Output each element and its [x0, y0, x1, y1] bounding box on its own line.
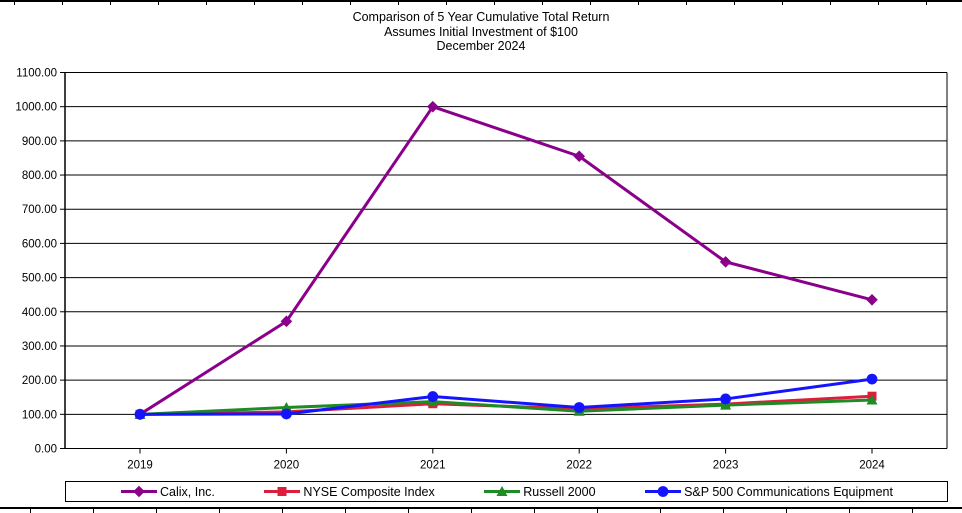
legend-marker-square [277, 487, 287, 496]
data-point-calix-inc [280, 315, 293, 328]
y-axis-label: 700.00 [22, 204, 57, 216]
data-point-s-p-500-communications-equipment [281, 408, 292, 420]
y-axis-label: 300.00 [22, 341, 57, 353]
data-point-russell-2000 [866, 394, 878, 405]
data-point-s-p-500-communications-equipment [573, 402, 585, 413]
legend-item-nyse-composite-index: NYSE Composite Index [263, 484, 435, 499]
y-axis-label: 1100.00 [16, 68, 57, 80]
x-axis-label: 2022 [566, 460, 592, 472]
data-point-s-p-500-communications-equipment [720, 393, 731, 405]
data-point-calix-inc [427, 100, 439, 113]
y-axis-label: 800.00 [22, 170, 57, 182]
y-axis-label: 100.00 [22, 409, 57, 421]
series-line-russell-2000 [139, 398, 873, 416]
data-point-calix-inc [719, 256, 732, 268]
y-axis-label: 1000.00 [15, 102, 57, 114]
y-axis-label: 900.00 [22, 136, 57, 148]
top-divider [0, 0, 962, 5]
circle-marker-icon [645, 486, 682, 497]
legend-item-calix-inc: Calix, Inc. [120, 485, 215, 499]
triangle-marker-icon [484, 486, 521, 496]
series-line-calix-inc [139, 105, 873, 416]
data-point-s-p-500-communications-equipment [427, 391, 439, 402]
y-axis-label: 0.00 [35, 444, 57, 456]
bottom-divider [0, 507, 962, 513]
series-line-s-p-500-communications-equipment [139, 377, 873, 416]
y-axis-label: 200.00 [22, 375, 57, 387]
data-point-s-p-500-communications-equipment [134, 408, 146, 420]
legend-label: Russell 2000 [523, 484, 596, 499]
legend-marker-triangle [496, 486, 508, 496]
legend-label: NYSE Composite Index [303, 484, 435, 499]
data-point-calix-inc [866, 294, 878, 306]
data-point-calix-inc [573, 150, 585, 163]
diamond-marker-icon [121, 485, 157, 498]
chart-title: Comparison of 5 Year Cumulative Total Re… [352, 10, 610, 24]
data-point-s-p-500-communications-equipment [866, 373, 878, 385]
chart-date-label: December 2024 [436, 39, 526, 53]
x-axis-label: 2021 [420, 460, 446, 472]
y-axis-label: 600.00 [22, 238, 57, 250]
chart-title-block: Comparison of 5 Year Cumulative Total Re… [0, 10, 962, 54]
legend-marker-circle [657, 486, 669, 497]
legend-item-s-p-500-communications-equipment: S&P 500 Communications Equipment [644, 485, 893, 499]
legend-item-russell-2000: Russell 2000 [483, 484, 596, 499]
x-axis-label: 2020 [274, 460, 300, 472]
legend-label: Calix, Inc. [160, 484, 215, 499]
chart-legend: Calix, Inc. NYSE Composite Index Russell 2… [65, 481, 948, 502]
data-point-russell-2000 [720, 399, 732, 410]
x-axis-label: 2024 [859, 460, 885, 472]
legend-marker-diamond [133, 485, 145, 498]
x-axis-label: 2023 [713, 460, 739, 472]
chart-subtitle: Assumes Initial Investment of $100 [384, 24, 578, 39]
x-axis-label: 2019 [127, 460, 153, 472]
square-marker-icon [264, 487, 301, 496]
legend-label: S&P 500 Communications Equipment [684, 484, 893, 499]
y-axis-label: 500.00 [22, 273, 57, 285]
y-axis-label: 400.00 [22, 307, 57, 319]
